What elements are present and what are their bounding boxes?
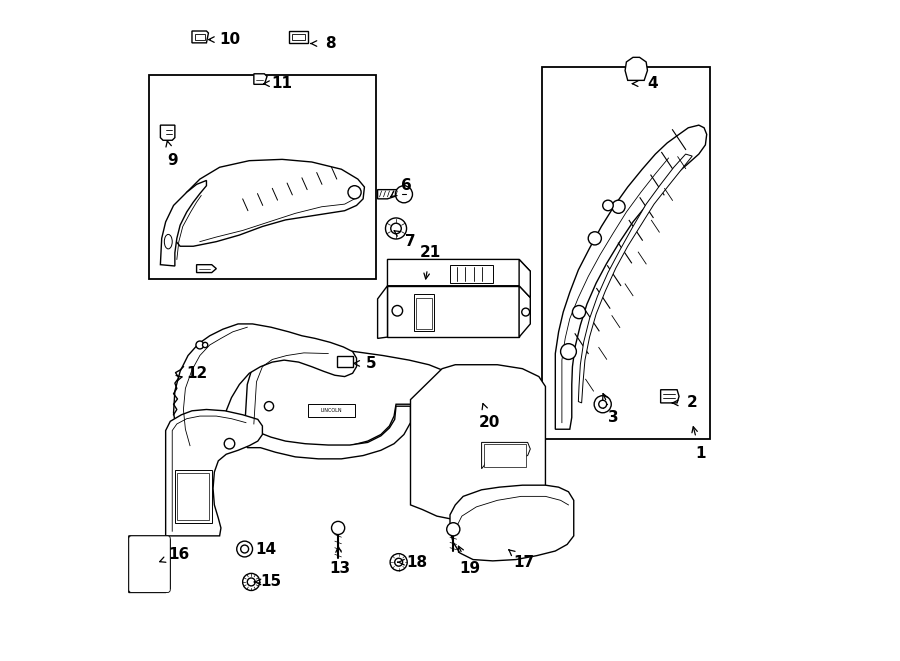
- Polygon shape: [416, 297, 432, 329]
- Circle shape: [522, 308, 529, 316]
- Polygon shape: [450, 264, 493, 283]
- Bar: [292, 34, 305, 40]
- Polygon shape: [626, 58, 647, 81]
- Circle shape: [561, 344, 576, 360]
- Polygon shape: [337, 356, 353, 367]
- Text: 1: 1: [695, 446, 706, 461]
- Polygon shape: [177, 473, 209, 520]
- Polygon shape: [450, 485, 573, 561]
- Polygon shape: [482, 442, 530, 469]
- Polygon shape: [129, 536, 170, 592]
- Polygon shape: [196, 264, 216, 272]
- Circle shape: [598, 401, 607, 408]
- Circle shape: [612, 200, 625, 214]
- Polygon shape: [519, 259, 530, 297]
- Circle shape: [603, 200, 613, 211]
- Text: 15: 15: [260, 574, 282, 590]
- Circle shape: [237, 541, 253, 557]
- Text: LINCOLN: LINCOLN: [320, 408, 342, 413]
- Circle shape: [248, 578, 256, 586]
- Circle shape: [395, 186, 412, 203]
- Text: 9: 9: [166, 153, 177, 168]
- Polygon shape: [555, 125, 706, 429]
- Text: 4: 4: [647, 76, 658, 91]
- Polygon shape: [414, 294, 434, 330]
- Circle shape: [240, 545, 248, 553]
- Bar: [194, 34, 205, 40]
- Text: 13: 13: [328, 561, 350, 576]
- Bar: [542, 67, 710, 439]
- Polygon shape: [160, 180, 206, 266]
- Polygon shape: [245, 349, 446, 450]
- Polygon shape: [254, 74, 267, 85]
- Polygon shape: [484, 444, 526, 467]
- Text: 16: 16: [168, 547, 189, 562]
- Circle shape: [594, 396, 611, 412]
- Polygon shape: [579, 154, 692, 403]
- Circle shape: [391, 223, 401, 234]
- Polygon shape: [661, 390, 680, 403]
- Polygon shape: [378, 190, 402, 199]
- Polygon shape: [166, 409, 263, 536]
- Text: 2: 2: [687, 395, 698, 410]
- Circle shape: [224, 438, 235, 449]
- Polygon shape: [248, 407, 410, 459]
- Polygon shape: [309, 405, 355, 417]
- Circle shape: [331, 522, 345, 535]
- Text: 8: 8: [325, 36, 336, 51]
- Polygon shape: [410, 365, 545, 520]
- Text: 3: 3: [608, 410, 618, 425]
- Text: 10: 10: [219, 32, 240, 47]
- Text: 5: 5: [365, 356, 376, 371]
- Polygon shape: [174, 324, 356, 450]
- Text: 6: 6: [401, 178, 412, 193]
- Text: 20: 20: [479, 415, 500, 430]
- Polygon shape: [378, 286, 388, 338]
- Ellipse shape: [165, 235, 172, 249]
- Polygon shape: [192, 31, 209, 43]
- Circle shape: [572, 305, 586, 319]
- Text: 18: 18: [407, 555, 428, 570]
- FancyBboxPatch shape: [129, 536, 170, 592]
- Circle shape: [390, 554, 407, 570]
- Circle shape: [395, 559, 402, 566]
- Text: 17: 17: [513, 555, 535, 570]
- Circle shape: [446, 523, 460, 536]
- Text: 21: 21: [419, 245, 441, 260]
- Text: 19: 19: [459, 561, 481, 576]
- Polygon shape: [175, 470, 211, 523]
- Text: 7: 7: [405, 234, 416, 249]
- Polygon shape: [290, 31, 309, 43]
- Circle shape: [202, 342, 208, 348]
- Bar: [148, 75, 375, 279]
- Text: 11: 11: [271, 76, 292, 91]
- Circle shape: [385, 218, 407, 239]
- Polygon shape: [388, 286, 519, 337]
- Polygon shape: [519, 286, 530, 337]
- Circle shape: [265, 402, 274, 410]
- Circle shape: [196, 341, 203, 349]
- Polygon shape: [174, 159, 364, 247]
- Polygon shape: [160, 125, 175, 140]
- Circle shape: [589, 232, 601, 245]
- Circle shape: [243, 573, 260, 590]
- Circle shape: [392, 305, 402, 316]
- Text: 14: 14: [255, 541, 276, 557]
- Circle shape: [348, 186, 361, 199]
- Polygon shape: [388, 259, 530, 297]
- Text: 12: 12: [186, 366, 208, 381]
